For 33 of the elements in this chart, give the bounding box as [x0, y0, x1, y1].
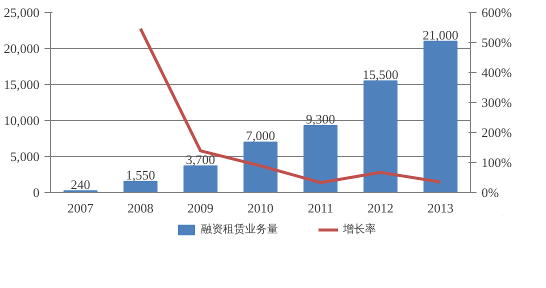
- y-tick-label: 15,000: [4, 77, 40, 92]
- bar: [184, 165, 218, 192]
- bar: [304, 125, 338, 192]
- y2-tick-label: 0%: [482, 185, 499, 200]
- x-tick-label: 2010: [248, 200, 274, 216]
- bar: [424, 40, 458, 192]
- y2-tick-label: 100%: [482, 155, 512, 170]
- y2-tick-label: 500%: [482, 35, 512, 50]
- bar: [244, 142, 278, 192]
- y2-tick-label: 300%: [482, 95, 512, 110]
- x-tick-label: 2007: [68, 200, 94, 216]
- data-label: 15,500: [362, 66, 398, 82]
- y2-tick-label: 400%: [482, 65, 512, 80]
- data-label: 21,000: [422, 27, 458, 42]
- y-tick-label: 5,000: [10, 149, 40, 164]
- y-tick-label: 10,000: [4, 113, 40, 128]
- bar: [364, 80, 398, 192]
- data-label: 240: [70, 176, 90, 192]
- x-tick-label: 2008: [128, 200, 154, 216]
- data-label: 7,000: [246, 128, 276, 144]
- y-tick-label: 20,000: [4, 41, 40, 56]
- y-tick-label: 25,000: [4, 5, 40, 20]
- bar: [124, 180, 158, 192]
- legend-label: 增长率: [343, 222, 376, 236]
- x-tick-label: 2009: [188, 200, 214, 216]
- data-label: 1,550: [126, 167, 156, 182]
- x-tick-label: 2011: [308, 200, 334, 216]
- y-tick-label: 0: [33, 185, 40, 200]
- x-tick-label: 2013: [428, 200, 454, 216]
- x-tick-label: 2012: [368, 200, 394, 216]
- y2-tick-label: 200%: [482, 125, 512, 140]
- legend-label: 融资租赁业务量: [201, 222, 278, 236]
- y2-tick-label: 600%: [482, 5, 512, 20]
